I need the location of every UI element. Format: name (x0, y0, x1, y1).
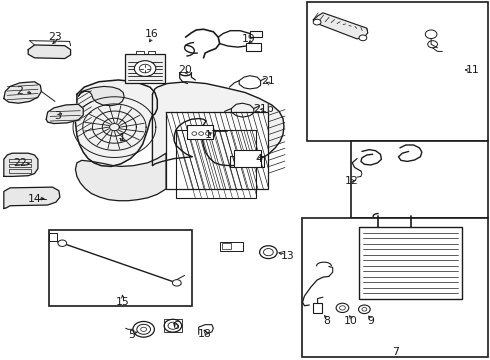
Text: 10: 10 (344, 316, 358, 326)
Circle shape (336, 303, 349, 312)
Text: 21: 21 (262, 76, 275, 86)
Circle shape (164, 319, 182, 332)
Polygon shape (46, 104, 83, 123)
Polygon shape (152, 82, 284, 166)
Polygon shape (75, 80, 157, 166)
Bar (164, 319, 182, 332)
Bar (220, 242, 243, 251)
Polygon shape (313, 13, 368, 39)
Bar (250, 31, 262, 37)
Text: 17: 17 (205, 130, 219, 140)
Text: 4: 4 (255, 154, 262, 164)
Text: 13: 13 (281, 251, 295, 261)
Circle shape (134, 61, 156, 76)
Bar (147, 51, 155, 54)
Text: 8: 8 (323, 316, 330, 326)
Circle shape (425, 30, 437, 39)
Circle shape (313, 19, 321, 25)
Text: 1: 1 (119, 133, 125, 143)
Text: 19: 19 (242, 34, 256, 44)
Bar (9, 169, 30, 173)
Text: 16: 16 (145, 28, 158, 39)
Bar (166, 112, 269, 189)
Text: 5: 5 (128, 330, 135, 341)
Text: 21b: 21b (253, 104, 274, 114)
Text: 12: 12 (344, 176, 358, 186)
Text: 6: 6 (172, 321, 179, 331)
Bar (313, 303, 322, 313)
Bar (136, 51, 144, 54)
Text: 2: 2 (17, 86, 24, 96)
Text: 11: 11 (466, 65, 480, 75)
Bar (124, 54, 165, 83)
Circle shape (172, 280, 181, 286)
Bar (9, 158, 30, 162)
Text: 14: 14 (27, 194, 41, 203)
Text: 9: 9 (368, 316, 374, 326)
Bar (302, 217, 488, 357)
Text: 15: 15 (115, 297, 129, 307)
Bar (49, 230, 193, 306)
Text: 3: 3 (54, 111, 61, 121)
Bar (351, 141, 488, 217)
Polygon shape (28, 45, 71, 59)
Bar (176, 130, 256, 198)
Bar (234, 150, 261, 167)
Bar (49, 233, 57, 241)
Text: 7: 7 (392, 347, 398, 357)
Polygon shape (75, 153, 166, 201)
Circle shape (428, 41, 438, 48)
Text: 22: 22 (13, 158, 27, 168)
Polygon shape (78, 86, 124, 106)
Bar (360, 227, 462, 298)
Bar (187, 125, 213, 139)
Bar (9, 164, 30, 167)
Polygon shape (4, 153, 38, 176)
Polygon shape (4, 187, 60, 208)
Bar (307, 2, 488, 141)
Bar (221, 243, 231, 248)
Circle shape (133, 321, 154, 337)
Text: 18: 18 (198, 329, 212, 339)
Circle shape (260, 246, 277, 258)
Polygon shape (4, 82, 41, 103)
Text: 20: 20 (179, 65, 193, 75)
Circle shape (359, 35, 367, 41)
Circle shape (58, 240, 67, 247)
Text: 23: 23 (48, 32, 62, 42)
Bar (246, 43, 261, 51)
Circle shape (359, 305, 370, 314)
